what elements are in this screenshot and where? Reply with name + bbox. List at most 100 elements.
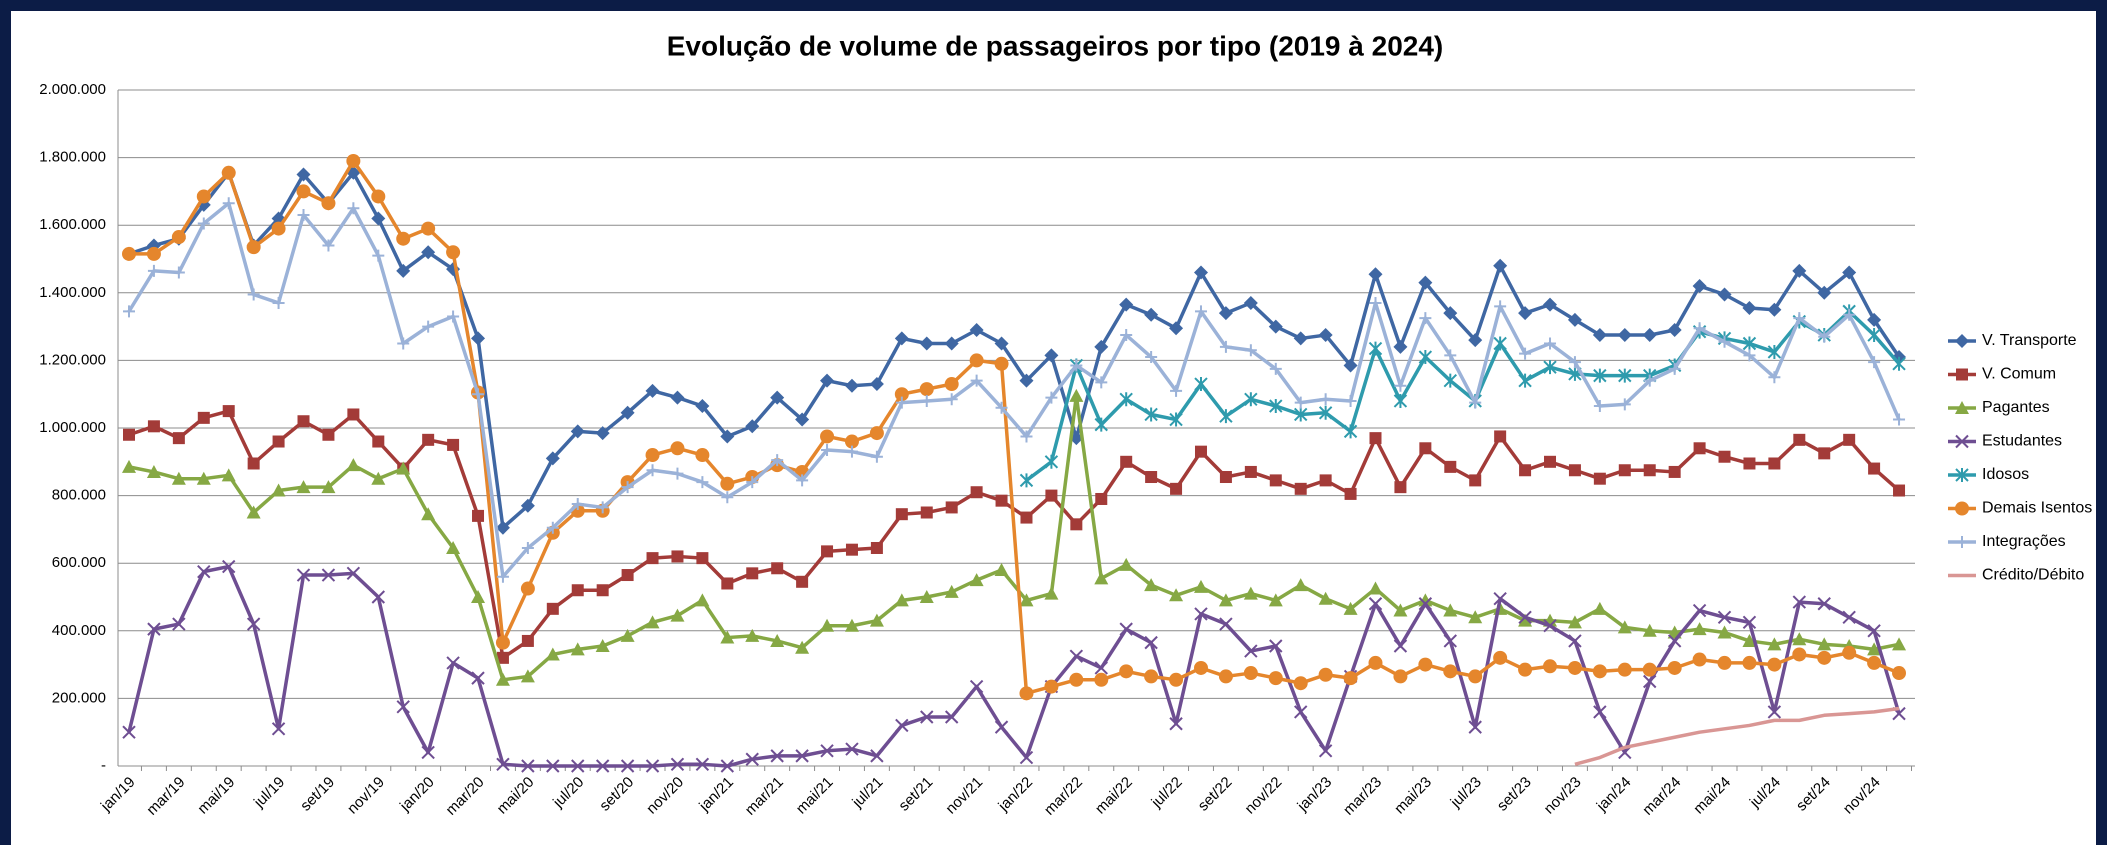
data-point xyxy=(1419,442,1432,455)
data-point xyxy=(1667,660,1682,675)
data-point xyxy=(1119,392,1133,407)
data-point xyxy=(222,559,236,574)
data-point xyxy=(1019,593,1034,607)
data-point xyxy=(894,331,909,346)
data-point xyxy=(646,552,659,565)
data-point xyxy=(1318,328,1333,343)
data-point xyxy=(796,575,809,588)
data-point xyxy=(1717,625,1732,639)
data-point xyxy=(1692,279,1707,294)
legend-marker xyxy=(1955,468,1969,482)
data-point xyxy=(171,471,186,485)
data-point xyxy=(1319,474,1332,487)
legend-label: V. Comum xyxy=(1982,366,2056,383)
data-point xyxy=(1443,664,1458,679)
data-point xyxy=(1693,442,1706,455)
data-point xyxy=(521,541,534,554)
data-point xyxy=(1717,610,1732,624)
data-point xyxy=(1817,597,1831,611)
data-point xyxy=(745,752,759,766)
data-point xyxy=(671,467,684,480)
data-point xyxy=(944,336,959,351)
data-point xyxy=(1842,610,1856,624)
data-point xyxy=(296,167,311,182)
series xyxy=(1574,706,1900,766)
data-point xyxy=(546,602,559,615)
data-point xyxy=(821,545,834,558)
series-line xyxy=(1025,309,1901,482)
y-tick-label: 1.800.000 xyxy=(39,149,106,166)
y-tick-label: 1.600.000 xyxy=(39,216,106,233)
data-point xyxy=(271,722,286,736)
data-point xyxy=(496,757,510,772)
series-line xyxy=(127,564,1901,768)
data-point xyxy=(447,310,460,323)
data-point xyxy=(1393,339,1408,354)
data-point xyxy=(670,757,685,772)
data-point xyxy=(347,408,360,421)
data-point xyxy=(545,647,560,661)
data-point xyxy=(372,249,385,262)
data-point xyxy=(1768,371,1781,384)
data-point xyxy=(122,246,136,261)
data-point xyxy=(1568,464,1581,477)
data-point xyxy=(1868,356,1881,369)
data-point xyxy=(1144,578,1159,592)
data-point xyxy=(1019,373,1034,388)
data-point xyxy=(1269,639,1283,653)
data-point xyxy=(894,593,909,607)
y-tick-label: 1.200.000 xyxy=(39,351,106,368)
data-point xyxy=(646,464,659,477)
data-point xyxy=(645,448,660,463)
data-point xyxy=(571,498,584,511)
data-point xyxy=(1818,447,1831,460)
data-point xyxy=(821,443,834,456)
data-point xyxy=(1269,362,1282,375)
data-point xyxy=(596,584,609,597)
data-point xyxy=(994,356,1009,371)
data-point xyxy=(196,471,211,485)
data-point xyxy=(1868,462,1881,475)
data-point xyxy=(1094,571,1109,585)
data-point xyxy=(920,394,933,407)
data-point xyxy=(645,383,660,398)
data-point xyxy=(446,656,460,670)
data-point xyxy=(620,405,635,420)
data-point xyxy=(895,396,908,409)
data-point xyxy=(396,700,410,714)
data-point xyxy=(396,461,411,475)
data-point xyxy=(322,239,335,252)
data-point xyxy=(695,448,710,463)
data-point xyxy=(495,672,510,686)
data-point xyxy=(1095,492,1108,505)
data-point xyxy=(1045,489,1058,502)
data-point xyxy=(595,426,610,441)
data-point xyxy=(1069,672,1084,687)
data-point xyxy=(969,679,984,694)
data-point xyxy=(1219,340,1232,353)
data-point xyxy=(1617,620,1632,634)
data-point xyxy=(1244,344,1257,357)
legend-label: Idosos xyxy=(1982,466,2029,483)
data-point xyxy=(721,491,734,504)
data-point xyxy=(720,429,735,444)
data-point xyxy=(246,617,261,631)
data-point xyxy=(272,296,285,309)
data-point xyxy=(1218,669,1233,684)
data-point xyxy=(795,749,809,763)
data-point xyxy=(1020,430,1033,443)
data-point xyxy=(1319,393,1332,406)
data-point xyxy=(870,541,883,554)
data-point xyxy=(1044,586,1059,600)
data-point xyxy=(1817,637,1832,651)
data-point xyxy=(346,566,361,581)
data-point xyxy=(197,411,210,424)
data-point xyxy=(1493,258,1508,273)
data-point xyxy=(1743,457,1756,470)
data-point xyxy=(321,568,336,582)
data-point xyxy=(1094,661,1108,675)
data-point xyxy=(1842,645,1857,660)
data-point xyxy=(520,669,535,683)
data-point xyxy=(1044,679,1059,694)
data-point xyxy=(297,415,310,428)
